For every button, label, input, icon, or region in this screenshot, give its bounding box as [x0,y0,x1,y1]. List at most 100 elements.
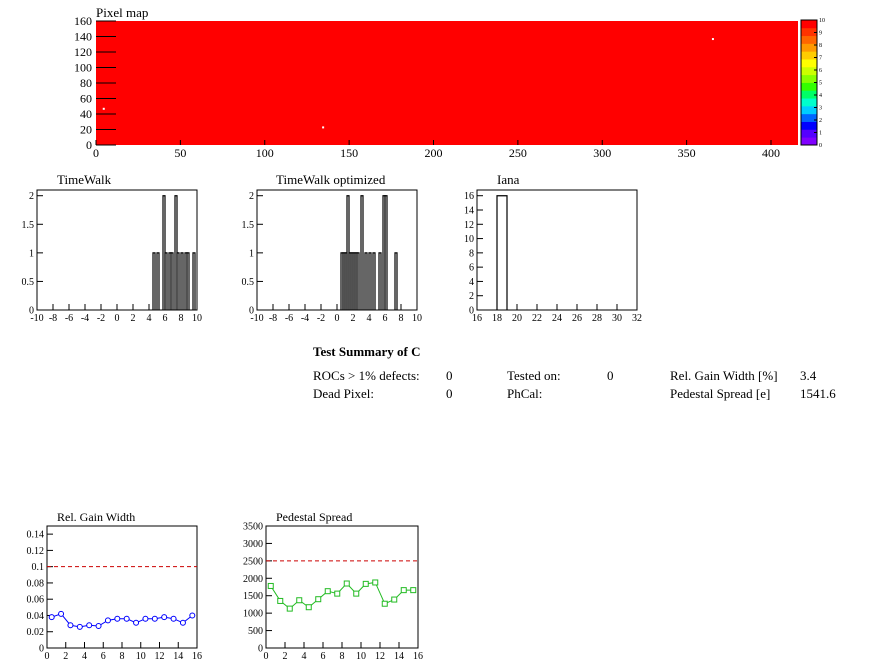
x-tick-label: -8 [49,313,57,324]
y-tick-label: 12 [464,220,474,231]
x-tick-label: 300 [593,146,611,160]
data-point [391,596,398,603]
palette-color-band [801,20,817,29]
plot-frame [256,189,418,311]
y-tick-label: 0 [86,138,92,152]
data-point [362,580,369,587]
x-tick-label: 4 [367,313,372,324]
y-tick-label: 0.14 [27,530,45,541]
x-tick-label: 22 [532,313,542,324]
chart-title: Rel. Gain Width [57,510,135,524]
data-point [67,622,74,629]
x-tick-label: -10 [30,313,43,324]
palette-color-band [801,35,817,44]
pedestal-spread-label: Pedestal Spread [e] [670,386,771,401]
y-tick-label: 4 [469,277,474,288]
y-tick-label: 20 [80,123,92,137]
palette-color-band [801,59,817,68]
data-point [142,615,149,622]
palette-color-band [801,51,817,60]
plot-frame [476,189,638,311]
x-tick-label: 8 [179,313,184,324]
y-tick-label: 40 [80,107,92,121]
chart-title: Pedestal Spread [276,510,352,524]
dead-pixel-value: 0 [446,386,453,401]
histogram-bar [170,252,174,310]
y-tick-label: 2 [29,191,34,202]
y-tick-label: 0 [249,306,254,317]
x-tick-label: -4 [301,313,309,324]
x-tick-label: -8 [269,313,277,324]
data-point [381,600,388,607]
palette-color-band [801,90,817,99]
gain-width-label: Rel. Gain Width [%] [670,368,778,383]
rel-gain-width-graph: Rel. Gain Width 0 0.02 0.04 0.06 0.08 0.1 0.12 0… [27,510,203,662]
data-point [189,612,196,619]
data-point [334,590,341,597]
x-tick-label: 18 [492,313,502,324]
data-point [95,623,102,630]
y-tick-label: 120 [74,45,92,59]
palette-tick-label: 6 [819,68,822,74]
palette-color-band [801,27,817,37]
x-tick-label: 16 [192,651,202,662]
palette-tick-label: 10 [819,18,825,24]
tested-on-label: Tested on: [507,368,561,383]
x-tick-label: 200 [425,146,443,160]
data-point [410,587,417,594]
x-tick-label: 0 [45,651,50,662]
palette-tick-label: 9 [819,31,822,37]
summary-title: Test Summary of C [313,344,421,359]
y-tick-label: 2000 [243,574,263,585]
data-point [305,604,312,611]
x-tick-label: 4 [302,651,307,662]
x-tick-label: 8 [340,651,345,662]
x-tick-label: 100 [256,146,274,160]
x-tick-label: 14 [173,651,183,662]
histogram-bar [164,252,168,310]
x-tick-label: 6 [101,651,106,662]
palette-color-band [801,105,817,115]
x-tick-label: 2 [283,651,288,662]
y-tick-label: 0.04 [27,611,45,622]
y-tick-label: 2 [249,191,254,202]
x-tick-label: 2 [351,313,356,324]
histogram-bar [360,195,364,310]
data-point [372,579,379,586]
data-point [286,605,293,612]
x-tick-label: 32 [632,313,642,324]
histogram-bar [364,252,368,310]
tested-on-value: 0 [607,368,614,383]
y-tick-label: 0 [39,644,44,655]
histogram-bar [378,252,382,310]
x-tick-label: 2 [131,313,136,324]
x-tick-label: 150 [340,146,358,160]
data-point [277,597,284,604]
histogram-bar [192,252,196,310]
x-tick-label: -6 [65,313,73,324]
x-tick-label: 6 [163,313,168,324]
data-point [123,615,130,622]
plot-frame [265,525,419,649]
y-tick-label: 80 [80,76,92,90]
palette-color-band [801,98,817,107]
data-point [104,617,111,624]
y-tick-label: 0.1 [32,562,45,573]
x-tick-label: 0 [335,313,340,324]
data-point [133,619,140,626]
x-tick-label: 6 [383,313,388,324]
gain-width-value: 3.4 [800,368,817,383]
x-tick-label: 2 [63,651,68,662]
pixel-map-fill [96,21,798,145]
x-tick-label: 20 [512,313,522,324]
x-tick-label: 8 [399,313,404,324]
y-tick-label: 0.5 [242,277,255,288]
y-tick-label: 160 [74,14,92,28]
palette-tick-label: 0 [819,143,822,149]
y-tick-label: 3500 [243,522,263,533]
x-tick-label: -6 [285,313,293,324]
y-tick-label: 1000 [243,609,263,620]
pixel-map-dead-pixel [102,107,105,110]
